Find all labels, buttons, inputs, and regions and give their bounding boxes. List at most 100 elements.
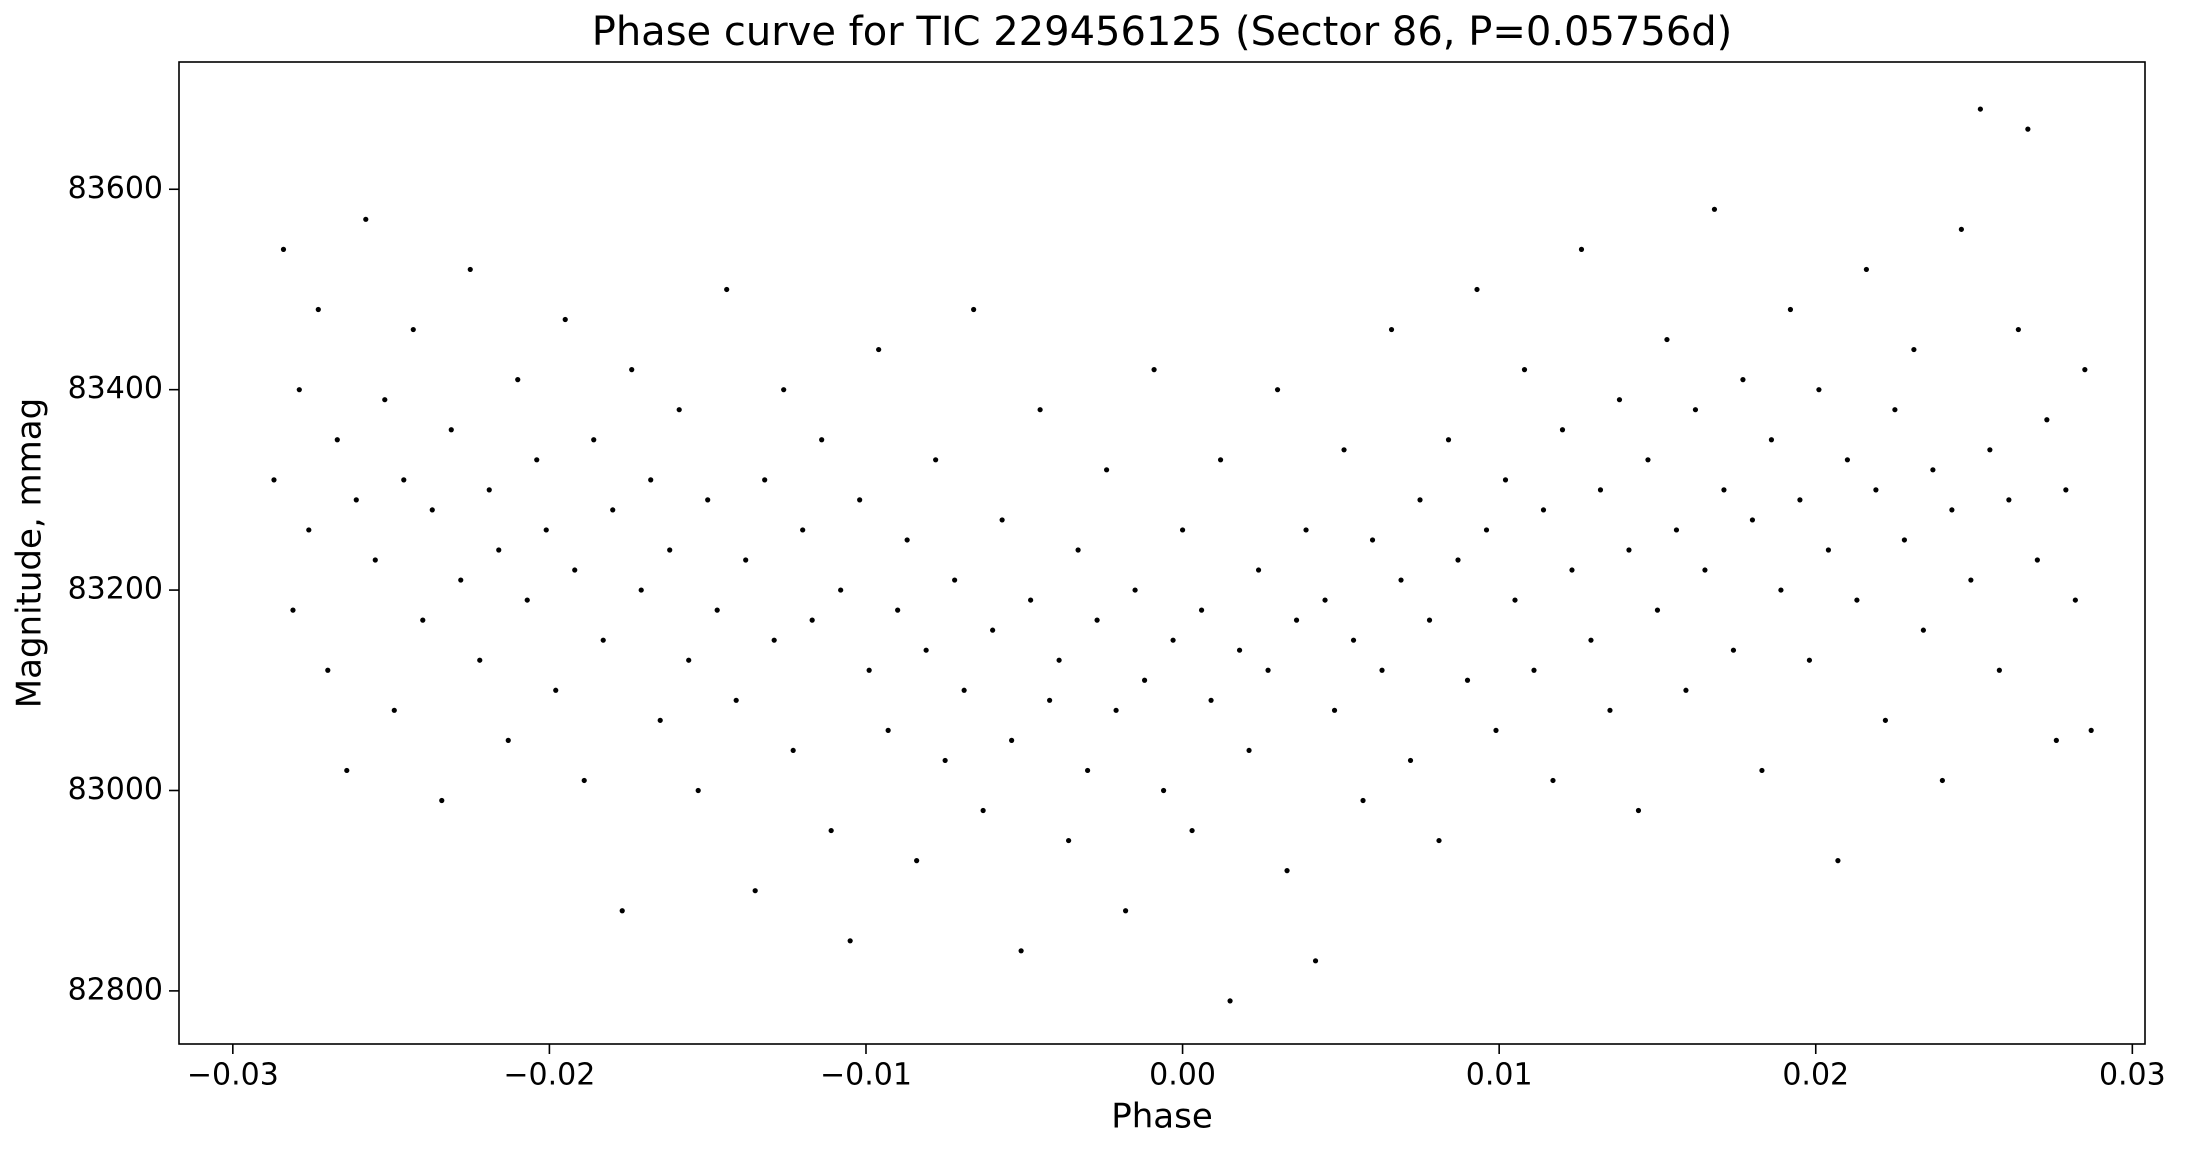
data-point — [1426, 617, 1433, 623]
data-point — [619, 908, 625, 914]
data-point — [1911, 346, 1917, 353]
data-point — [1759, 767, 1765, 774]
data-point — [828, 827, 834, 834]
x-tick-label: 0.03 — [2099, 1058, 2166, 1093]
data-point — [2025, 126, 2031, 132]
chart-title: Phase curve for TIC 229456125 (Sector 86… — [592, 9, 1733, 55]
data-point — [1844, 457, 1851, 463]
data-point — [904, 537, 910, 543]
data-point — [1835, 858, 1841, 864]
x-tick-label: −0.01 — [820, 1058, 912, 1093]
data-point — [1094, 617, 1100, 623]
data-point — [1550, 777, 1556, 784]
data-point — [1607, 707, 1613, 713]
data-point — [2088, 727, 2094, 733]
data-point — [581, 777, 587, 784]
data-point — [1654, 607, 1661, 613]
data-point — [1341, 447, 1347, 453]
data-point — [1303, 527, 1309, 533]
data-point — [705, 497, 711, 503]
data-point — [1645, 457, 1651, 463]
data-point — [999, 517, 1005, 523]
data-point — [2015, 326, 2021, 333]
data-point — [1474, 286, 1480, 293]
data-point — [1122, 908, 1129, 914]
x-tick-label: 0.00 — [1149, 1058, 1216, 1093]
data-point — [942, 757, 948, 764]
data-point — [1626, 547, 1632, 553]
y-tick-label: 83200 — [68, 572, 163, 607]
data-point — [1664, 336, 1670, 343]
data-point — [1540, 507, 1547, 513]
x-axis-label: Phase — [1111, 1097, 1213, 1137]
data-point — [752, 888, 758, 894]
data-point — [1854, 597, 1860, 603]
data-point — [486, 487, 492, 493]
data-point — [2006, 497, 2012, 503]
data-point — [638, 587, 644, 593]
plot-frame — [178, 61, 2146, 1045]
data-point — [382, 397, 388, 403]
data-point — [866, 667, 872, 673]
y-tick-label: 83400 — [68, 371, 163, 406]
data-point — [847, 938, 853, 944]
data-point — [1170, 637, 1176, 643]
data-point — [971, 306, 977, 313]
data-point — [1892, 407, 1898, 413]
data-point — [724, 286, 730, 293]
data-point — [2044, 417, 2050, 423]
data-point — [1512, 597, 1518, 603]
data-point — [1930, 467, 1936, 473]
data-point — [1445, 437, 1452, 443]
data-point — [1028, 597, 1034, 603]
data-point — [762, 477, 768, 483]
data-point — [477, 657, 483, 663]
data-point — [315, 306, 321, 313]
data-point — [1407, 757, 1414, 764]
data-point — [1882, 717, 1888, 723]
data-point — [1009, 737, 1015, 743]
data-point — [1322, 597, 1328, 603]
data-point — [1683, 687, 1689, 693]
data-point — [1236, 647, 1243, 653]
data-point — [1274, 387, 1281, 393]
data-point — [1968, 577, 1974, 583]
data-point — [610, 507, 616, 513]
data-point — [961, 687, 967, 693]
data-point — [325, 667, 331, 673]
data-point — [1711, 206, 1718, 212]
data-point — [876, 346, 882, 353]
data-point — [1559, 427, 1566, 433]
data-point — [857, 497, 863, 503]
data-point — [790, 747, 796, 754]
data-point — [819, 437, 825, 443]
data-point — [990, 627, 996, 633]
data-point — [1417, 497, 1423, 503]
data-point — [809, 617, 815, 623]
data-point — [1778, 587, 1784, 593]
data-point — [714, 607, 720, 613]
data-point — [280, 246, 287, 252]
data-point — [1787, 306, 1794, 313]
data-point — [1255, 567, 1262, 573]
data-point — [306, 527, 312, 533]
data-point — [1464, 677, 1471, 683]
data-point — [1455, 557, 1461, 563]
data-point — [1018, 948, 1024, 954]
data-point — [572, 567, 578, 573]
x-tick-label: −0.02 — [503, 1058, 595, 1093]
data-point — [344, 767, 350, 774]
data-point — [271, 477, 277, 483]
data-point — [771, 637, 777, 643]
y-tick-label: 83600 — [68, 171, 163, 206]
data-point — [1160, 787, 1167, 794]
data-point — [1350, 637, 1357, 643]
data-point — [1873, 487, 1879, 493]
data-point — [657, 717, 663, 723]
data-point — [439, 797, 445, 804]
data-point — [391, 707, 397, 713]
y-axis-label: Magnitude, mmag — [10, 398, 50, 708]
data-point — [420, 617, 426, 623]
data-point — [1721, 487, 1727, 493]
